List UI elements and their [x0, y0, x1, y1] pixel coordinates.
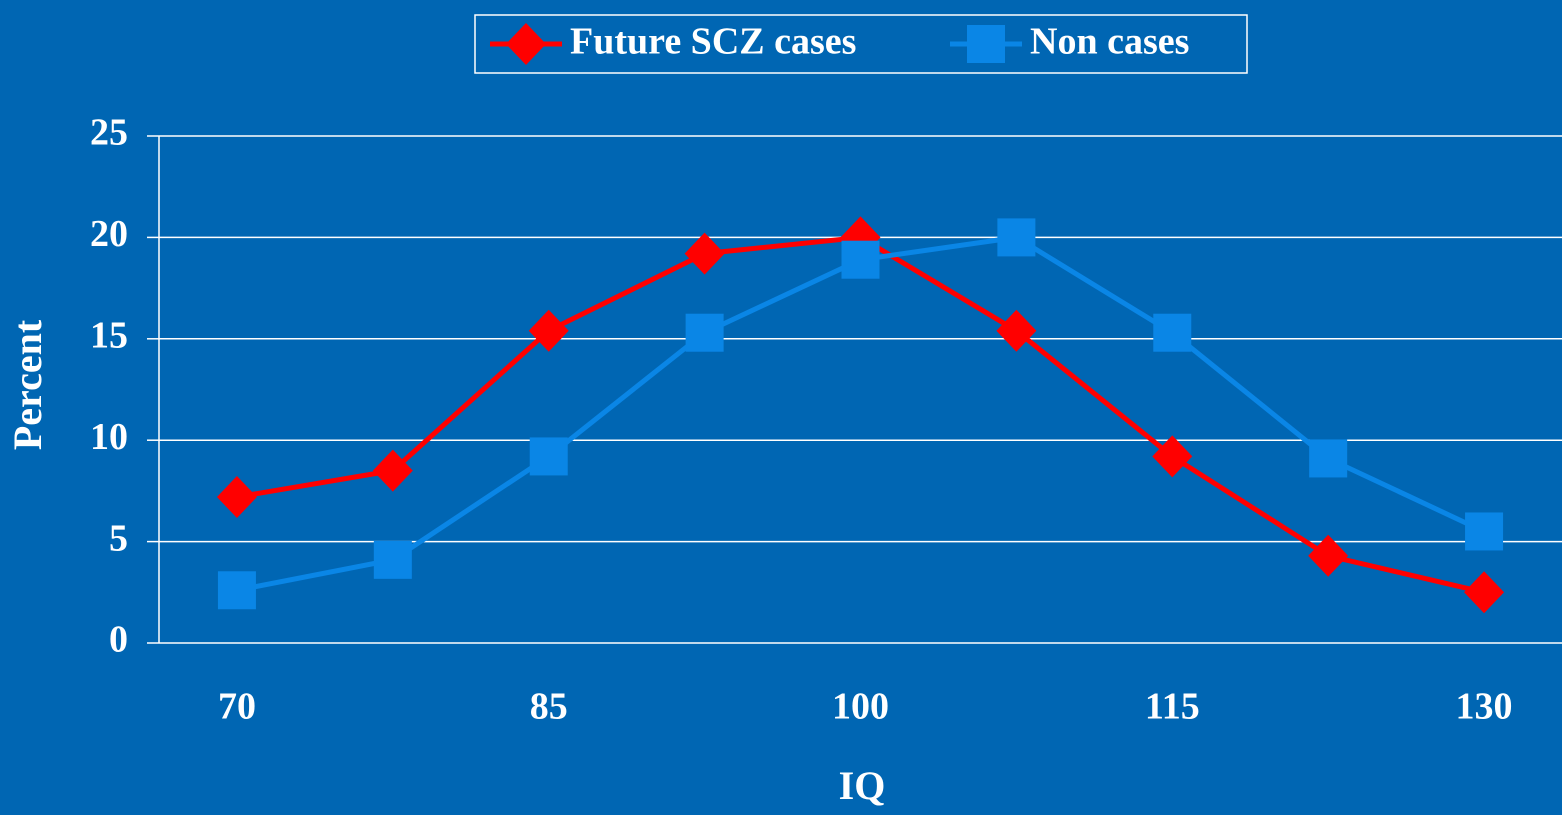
y-tick-label: 10 [90, 416, 128, 458]
y-tick-label: 15 [90, 315, 128, 357]
legend-marker [506, 23, 546, 65]
legend-marker [967, 25, 1005, 63]
data-point [1152, 435, 1193, 478]
data-point [372, 449, 413, 492]
data-point [1465, 512, 1504, 551]
data-point [1308, 534, 1349, 577]
data-point [217, 571, 256, 610]
y-tick-label: 20 [90, 213, 128, 255]
y-axis-label: Percent [5, 319, 50, 450]
x-tick-label: 100 [832, 686, 889, 728]
data-point [684, 232, 725, 275]
x-tick-label: 85 [530, 686, 568, 728]
x-tick-label: 70 [218, 686, 256, 728]
x-axis-label: IQ [839, 763, 886, 808]
x-tick-label: 130 [1456, 686, 1513, 728]
data-point [216, 475, 257, 518]
data-point [529, 437, 568, 476]
data-point [996, 309, 1037, 352]
data-point [1153, 313, 1192, 352]
y-tick-label: 0 [109, 619, 128, 661]
legend-box [474, 14, 1248, 74]
data-point [1464, 571, 1505, 614]
data-point [685, 313, 724, 352]
data-point [1309, 439, 1348, 478]
data-point [373, 540, 412, 579]
legend-label: Future SCZ cases [570, 21, 856, 63]
data-point [841, 240, 880, 279]
data-point [997, 218, 1036, 257]
legend-label: Non cases [1030, 21, 1189, 63]
y-tick-label: 25 [90, 112, 128, 154]
data-point [528, 309, 569, 352]
x-tick-label: 115 [1145, 686, 1200, 728]
y-tick-label: 5 [109, 517, 128, 559]
